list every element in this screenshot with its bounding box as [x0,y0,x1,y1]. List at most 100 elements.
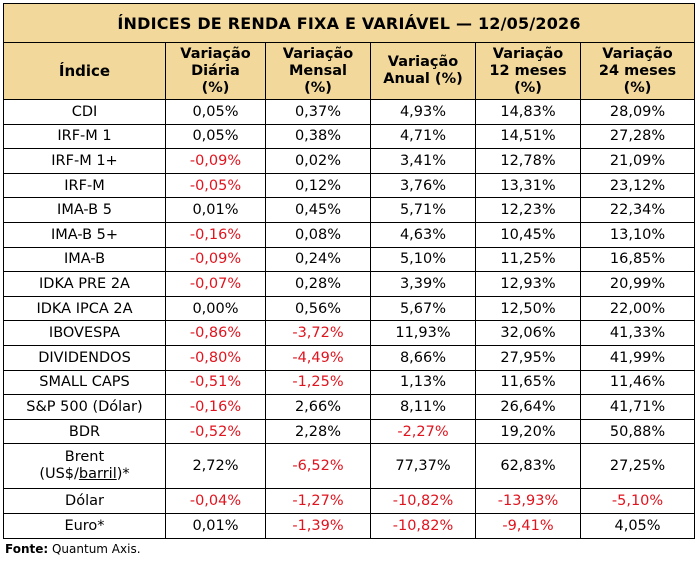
cell-value: -1,27% [265,488,371,514]
table-row: IMA-B 5+ -0,16% 0,08% 4,63% 10,45% 13,10% [3,221,696,248]
row-label: Dólar [3,488,166,514]
cell-value: 11,65% [475,369,581,396]
cell-value: -4,49% [265,344,371,371]
cell-value: 0,05% [165,123,266,150]
cell-value: 23,12% [579,172,696,199]
cell-value: -3,72% [265,320,371,346]
table-row: DIVIDENDOS -0,80% -4,49% 8,66% 27,95% 41,99% [3,344,696,371]
cell-value: 1,13% [370,369,476,396]
indices-table-container: ÍNDICES DE RENDA FIXA E VARIÁVEL — 12/05… [2,3,696,539]
cell-value: 0,56% [265,295,371,322]
row-label: IDKA PRE 2A [3,271,166,297]
table-body: CDI 0,05% 0,37% 4,93% 14,83% 28,09% IRF-M 1 0,… [3,99,696,539]
cell-value: 41,33% [579,320,696,346]
header-variacao-anual: Variação Anual (%) [370,42,476,100]
table-row: IMA-B 5 0,01% 0,45% 5,71% 12,23% 22,34% [3,197,696,223]
table-row: Euro* 0,01% -1,39% -10,82% -9,41% 4,05% [3,512,696,539]
row-label: DIVIDENDOS [3,344,166,371]
cell-value: 8,66% [370,344,476,371]
cell-value: 4,05% [579,512,696,539]
table-row: IDKA IPCA 2A 0,00% 0,56% 5,67% 12,50% 22,00% [3,295,696,322]
cell-value: -0,52% [165,418,266,445]
source-footer: Fonte: Quantum Axis. [5,542,141,556]
cell-value: 3,39% [370,271,476,297]
cell-value: -0,07% [165,271,266,297]
cell-value: 8,11% [370,394,476,420]
cell-value: 19,20% [475,418,581,445]
cell-value: 11,46% [579,369,696,396]
cell-value: -0,16% [165,394,266,420]
cell-value: 0,37% [265,99,371,125]
cell-value: 62,83% [475,443,581,490]
cell-value: 0,38% [265,123,371,150]
cell-value: 13,10% [579,221,696,248]
cell-value: 0,24% [265,246,371,273]
table-row: IRF-M 1+ -0,09% 0,02% 3,41% 12,78% 21,09% [3,148,696,174]
cell-value: 12,93% [475,271,581,297]
header-row: Índice Variação Diária (%) Variação Mensal(… [3,42,696,100]
cell-value: 14,83% [475,99,581,125]
cell-value: 27,95% [475,344,581,371]
cell-value: 26,64% [475,394,581,420]
cell-value: 22,34% [579,197,696,223]
cell-value: -0,80% [165,344,266,371]
cell-value: 0,02% [265,148,371,174]
cell-value: 5,71% [370,197,476,223]
cell-value: 32,06% [475,320,581,346]
cell-value: 3,41% [370,148,476,174]
cell-value: -10,82% [370,512,476,539]
row-label: IMA-B 5 [3,197,166,223]
cell-value: -0,86% [165,320,266,346]
table-row: IRF-M -0,05% 0,12% 3,76% 13,31% 23,12% [3,172,696,199]
cell-value: -1,39% [265,512,371,539]
cell-value: 27,25% [579,443,696,490]
cell-value: 0,08% [265,221,371,248]
cell-value: 0,05% [165,99,266,125]
cell-value: 0,45% [265,197,371,223]
cell-value: 16,85% [579,246,696,273]
cell-value: -0,04% [165,488,266,514]
table-row: S&P 500 (Dólar) -0,16% 2,66% 8,11% 26,64% 41,… [3,394,696,420]
cell-value: 27,28% [579,123,696,150]
cell-value: -0,09% [165,246,266,273]
cell-value: 3,76% [370,172,476,199]
row-label: IRF-M 1+ [3,148,166,174]
header-variacao-24-meses: Variação 24 meses (%) [579,42,696,100]
cell-value: -0,05% [165,172,266,199]
cell-value: 4,63% [370,221,476,248]
table-row: IRF-M 1 0,05% 0,38% 4,71% 14,51% 27,28% [3,123,696,150]
cell-value: 41,99% [579,344,696,371]
cell-value: 11,25% [475,246,581,273]
cell-value: 20,99% [579,271,696,297]
cell-value: 13,31% [475,172,581,199]
cell-value: -9,41% [475,512,581,539]
cell-value: 14,51% [475,123,581,150]
row-label: IDKA IPCA 2A [3,295,166,322]
cell-value: 0,01% [165,512,266,539]
row-label: IMA-B [3,246,166,273]
table-row: Brent (US$/barril)* 2,72% -6,52% 77,37% 62,… [3,443,696,490]
row-label: IMA-B 5+ [3,221,166,248]
cell-value: -1,25% [265,369,371,396]
header-variacao-12-meses: Variação 12 meses (%) [475,42,581,100]
table-row: IDKA PRE 2A -0,07% 0,28% 3,39% 12,93% 20,99% [3,271,696,297]
header-variacao-diaria: Variação Diária (%) [165,42,266,100]
table-row: IMA-B -0,09% 0,24% 5,10% 11,25% 16,85% [3,246,696,273]
cell-value: 5,10% [370,246,476,273]
cell-value: 10,45% [475,221,581,248]
cell-value: 0,28% [265,271,371,297]
cell-value: -5,10% [579,488,696,514]
cell-value: -10,82% [370,488,476,514]
cell-value: -2,27% [370,418,476,445]
table-row: BDR -0,52% 2,28% -2,27% 19,20% 50,88% [3,418,696,445]
cell-value: 12,78% [475,148,581,174]
table-row: IBOVESPA -0,86% -3,72% 11,93% 32,06% 41,33% [3,320,696,346]
row-label: IRF-M [3,172,166,199]
row-label: S&P 500 (Dólar) [3,394,166,420]
cell-value: 12,23% [475,197,581,223]
cell-value: 0,01% [165,197,266,223]
cell-value: 28,09% [579,99,696,125]
cell-value: 11,93% [370,320,476,346]
table-row: Dólar -0,04% -1,27% -10,82% -13,93% -5,10% [3,488,696,514]
row-label: CDI [3,99,166,125]
